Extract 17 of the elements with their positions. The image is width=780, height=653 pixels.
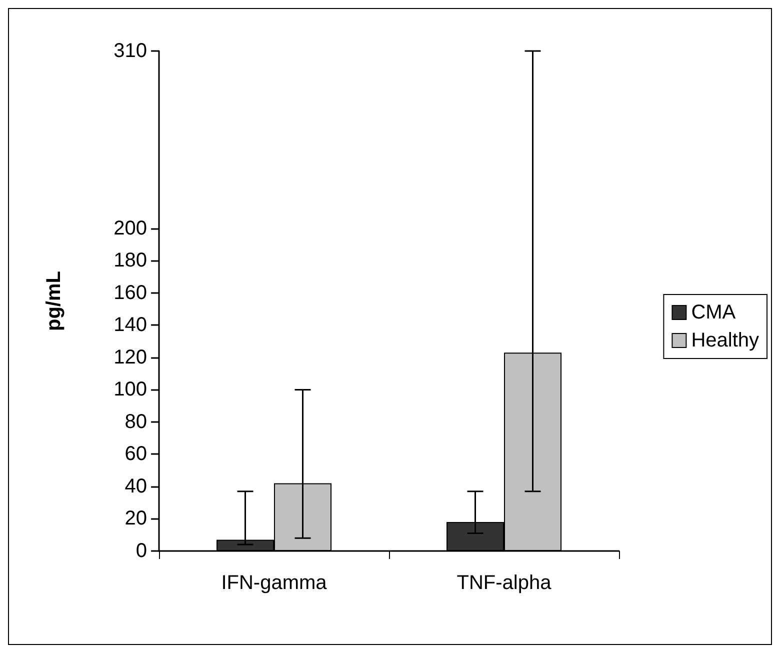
legend-label: Healthy <box>691 330 759 352</box>
y-tick-label: 100 <box>114 378 147 401</box>
y-tick-label: 180 <box>114 250 147 272</box>
y-tick-label: 160 <box>114 282 147 304</box>
y-tick-label: 310 <box>114 40 147 62</box>
y-tick-label: 40 <box>124 475 147 498</box>
x-tick-label: IFN-gamma <box>221 572 328 594</box>
y-tick-label: 140 <box>114 314 147 336</box>
y-tick-label: 20 <box>124 508 147 530</box>
y-tick-label: 200 <box>114 217 147 240</box>
legend-label: CMA <box>691 302 736 324</box>
y-tick-label: 120 <box>114 346 147 368</box>
y-tick-label: 0 <box>136 540 147 562</box>
y-tick-label: 80 <box>124 410 147 433</box>
y-axis-title: pg/mL <box>43 271 65 331</box>
y-tick-label: 60 <box>124 443 147 466</box>
x-tick-label: TNF-alpha <box>456 572 552 594</box>
